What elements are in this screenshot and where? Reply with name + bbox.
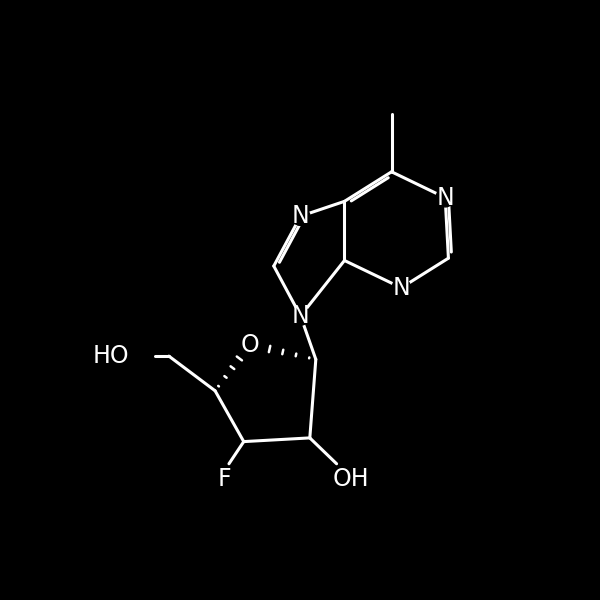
- Text: F: F: [218, 467, 231, 491]
- Circle shape: [292, 307, 310, 325]
- Text: HO: HO: [93, 344, 130, 368]
- Text: N: N: [292, 304, 310, 328]
- Text: OH: OH: [333, 467, 370, 491]
- Circle shape: [292, 207, 310, 226]
- Circle shape: [436, 188, 454, 207]
- Circle shape: [392, 278, 410, 297]
- Circle shape: [241, 335, 259, 354]
- Text: N: N: [436, 185, 454, 209]
- Text: N: N: [392, 276, 410, 300]
- Text: N: N: [292, 204, 310, 228]
- Text: O: O: [241, 332, 259, 356]
